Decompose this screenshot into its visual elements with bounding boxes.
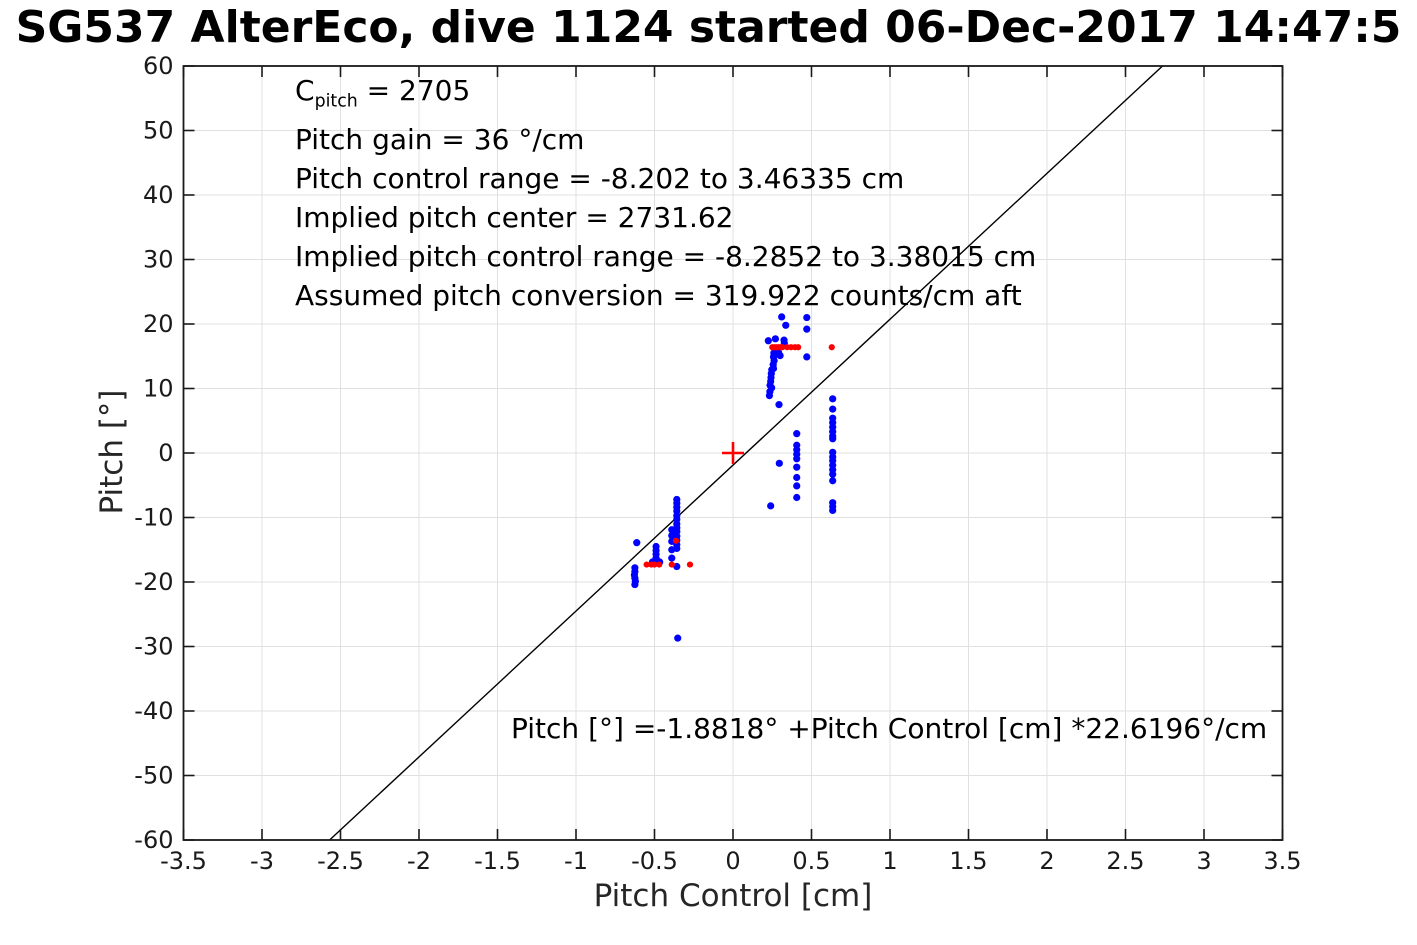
x-tick-label: 0 [725, 847, 740, 875]
annotation-line: Assumed pitch conversion = 319.922 count… [295, 278, 1022, 312]
data-point [668, 531, 676, 540]
data-point [803, 353, 811, 361]
y-tick-label: 20 [143, 310, 174, 338]
data-point [674, 634, 682, 642]
data-point [776, 352, 784, 360]
data-point [778, 313, 786, 321]
x-tick-label: -3.5 [160, 847, 207, 875]
y-tick-label: 40 [143, 181, 174, 209]
data-point [775, 401, 783, 409]
data-point [793, 473, 801, 482]
data-point [779, 344, 786, 351]
annotation-line: Pitch control range = -8.202 to 3.46335 … [295, 162, 905, 196]
x-axis-label: Pitch Control [cm] [593, 878, 873, 914]
data-point [656, 561, 663, 568]
x-tick-label: 2.5 [1106, 847, 1144, 875]
data-point [668, 526, 676, 534]
y-tick-label: -60 [134, 826, 173, 854]
y-tick-label: -40 [134, 697, 173, 725]
y-tick-label: 30 [143, 246, 174, 274]
fit-line [329, 65, 1163, 841]
y-tick-label: 0 [158, 439, 173, 467]
data-point [643, 561, 650, 568]
data-point [829, 395, 837, 403]
y-tick-label: 60 [143, 52, 174, 80]
x-tick-label: 3.5 [1263, 847, 1301, 875]
data-point [795, 344, 802, 351]
y-axis-label: Pitch [°] [94, 389, 130, 515]
data-point [767, 502, 775, 510]
x-tick-label: -3 [250, 847, 274, 875]
data-point [803, 325, 811, 333]
fit-equation-label: Pitch [°] =-1.8818° +Pitch Control [cm] … [511, 712, 1268, 745]
x-tick-label: -0.5 [631, 847, 678, 875]
data-point [829, 435, 837, 443]
x-tick-label: 2 [1039, 847, 1054, 875]
data-point [672, 537, 680, 544]
figure-title: SG537 AlterEco, dive 1124 started 06-Dec… [15, 2, 1402, 53]
annotation-line: Cpitch = 2705 [295, 74, 471, 112]
data-point [673, 562, 681, 571]
data-point [771, 335, 779, 343]
data-point [828, 344, 835, 351]
annotation-line: Implied pitch center = 2731.62 [295, 200, 734, 234]
x-tick-label: -1 [564, 847, 588, 875]
data-point [793, 493, 801, 502]
data-point [782, 321, 790, 329]
data-point [793, 463, 801, 471]
y-tick-label: -20 [134, 568, 173, 596]
annotation-block: Cpitch = 2705 Pitch gain = 36 °/cm Pitch c… [295, 72, 1036, 315]
data-point [764, 337, 772, 345]
data-point [686, 561, 694, 568]
x-tick-label: 0.5 [792, 847, 830, 875]
x-tick-label: -2.5 [317, 847, 364, 875]
annotation-line: Implied pitch control range = -8.2852 to… [295, 239, 1037, 273]
x-tick-label: 3 [1196, 847, 1211, 875]
annotation-subscript: pitch [314, 91, 358, 112]
data-point [793, 482, 801, 490]
data-point [633, 539, 641, 547]
y-tick-label: -10 [134, 504, 173, 532]
x-tick-label: -1.5 [474, 847, 521, 875]
data-point [829, 477, 837, 485]
data-point [775, 459, 783, 467]
data-point [803, 313, 811, 322]
data-point [668, 561, 675, 568]
x-tick-label: 1.5 [949, 847, 987, 875]
data-point [631, 580, 639, 589]
y-tick-label: -30 [134, 633, 173, 661]
x-tick-label: -2 [407, 847, 431, 875]
data-point [651, 561, 658, 568]
y-tick-label: -50 [134, 762, 173, 790]
data-point [793, 455, 801, 463]
data-point [829, 470, 837, 478]
data-point [829, 405, 837, 413]
data-point [793, 430, 801, 438]
y-tick-label: 10 [143, 375, 174, 403]
annotation-line: Pitch gain = 36 °/cm [295, 123, 585, 157]
data-point [668, 554, 676, 562]
y-tick-label: 50 [143, 117, 174, 145]
data-point [668, 546, 676, 554]
data-point [829, 506, 837, 515]
x-tick-label: 1 [882, 847, 897, 875]
data-point [765, 391, 774, 400]
